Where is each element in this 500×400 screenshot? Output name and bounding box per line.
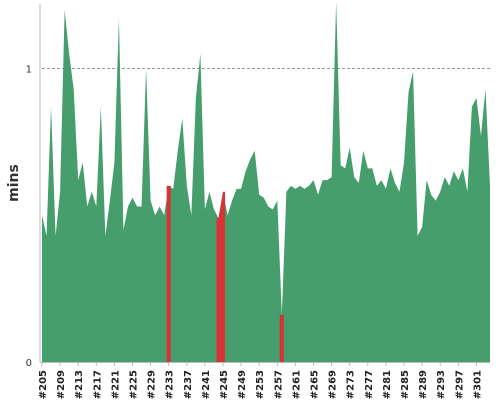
failed-build-area <box>216 191 226 362</box>
x-tick-label: #233 <box>165 370 176 399</box>
duration-area <box>42 1 490 362</box>
x-tick-label: #225 <box>129 370 140 399</box>
x-tick-label: #209 <box>56 370 67 399</box>
x-tick-label: #273 <box>346 370 357 399</box>
x-tick-label: #213 <box>74 370 85 399</box>
x-tick-label: #293 <box>436 370 447 399</box>
y-tick-label: 0 <box>26 358 32 369</box>
x-tick-label: #265 <box>310 370 321 399</box>
x-tick-label: #229 <box>147 370 158 399</box>
x-tick-label: #237 <box>183 370 194 399</box>
failed-build-area <box>279 315 284 362</box>
x-tick-label: #253 <box>255 370 266 399</box>
x-tick-label: #281 <box>382 370 393 399</box>
axes <box>39 4 490 363</box>
x-tick-label: #277 <box>364 370 375 399</box>
x-tick-label: #257 <box>273 370 284 399</box>
x-tick-label: #221 <box>110 370 121 399</box>
y-axis-ticks: 01 <box>26 65 32 369</box>
x-axis-ticks: #205 #209 #213 #217 #221 #225 #229 #233 #237 #241… <box>38 362 483 399</box>
y-axis-label: mins <box>6 164 22 202</box>
x-tick-label: #289 <box>418 370 429 399</box>
x-tick-label: #241 <box>201 370 212 399</box>
x-tick-label: #297 <box>454 370 465 399</box>
x-tick-label: #269 <box>328 370 339 399</box>
x-tick-label: #249 <box>237 370 248 399</box>
failed-build-area <box>166 185 171 362</box>
plot-area <box>42 1 490 362</box>
y-tick-label: 1 <box>26 65 32 76</box>
x-tick-label: #285 <box>400 370 411 399</box>
x-tick-label: #205 <box>38 370 49 399</box>
x-tick-label: #301 <box>472 370 483 399</box>
x-tick-label: #261 <box>291 370 302 399</box>
x-tick-label: #217 <box>92 370 103 399</box>
x-tick-label: #245 <box>219 370 230 399</box>
